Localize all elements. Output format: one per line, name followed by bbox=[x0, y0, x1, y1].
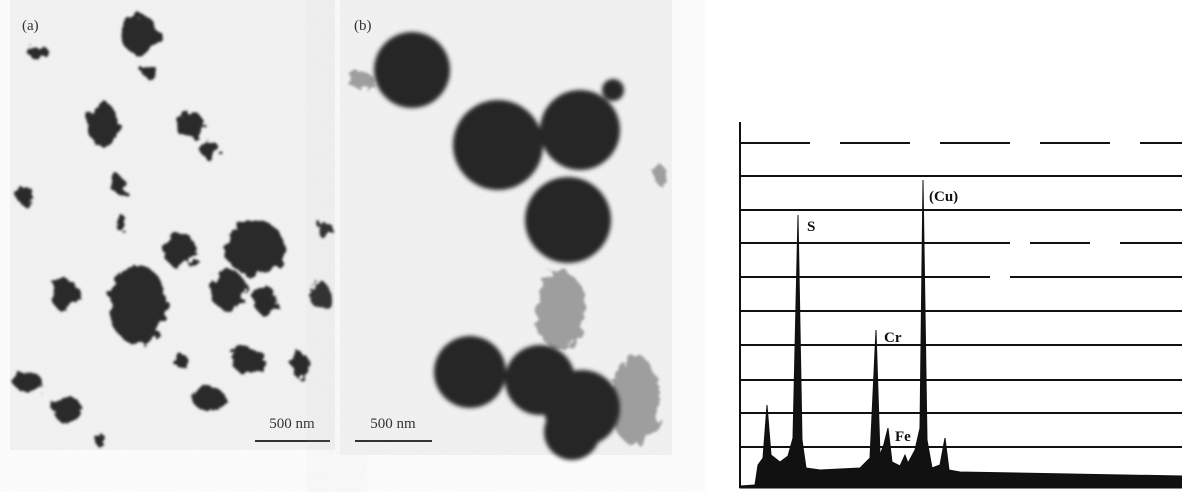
figure: (a) 500 nm (b) 500 nm bbox=[0, 0, 1182, 492]
spectrum: S (Cu) Cr Fe bbox=[740, 122, 1182, 488]
peak-label: Cr bbox=[884, 330, 902, 346]
micrograph-a: (a) 500 nm bbox=[10, 0, 335, 450]
body: {"micrographs": [{"label": "(a)", "scale… bbox=[0, 0, 1182, 492]
panel-grain bbox=[10, 0, 335, 450]
scale-bar-label: 500 nm bbox=[370, 416, 416, 432]
ruled-lines bbox=[740, 122, 1182, 488]
micrograph-b: (b) 500 nm bbox=[340, 0, 672, 460]
peak-label: Fe bbox=[895, 429, 911, 445]
peak-label: (Cu) bbox=[929, 189, 958, 205]
panel-label: (a) bbox=[22, 18, 39, 34]
panel-label: (b) bbox=[354, 18, 372, 34]
page: Figure html, body { margin: 0; padding: … bbox=[0, 0, 1182, 492]
peak-label: S bbox=[807, 219, 815, 235]
scale-bar-label: 500 nm bbox=[269, 416, 315, 432]
